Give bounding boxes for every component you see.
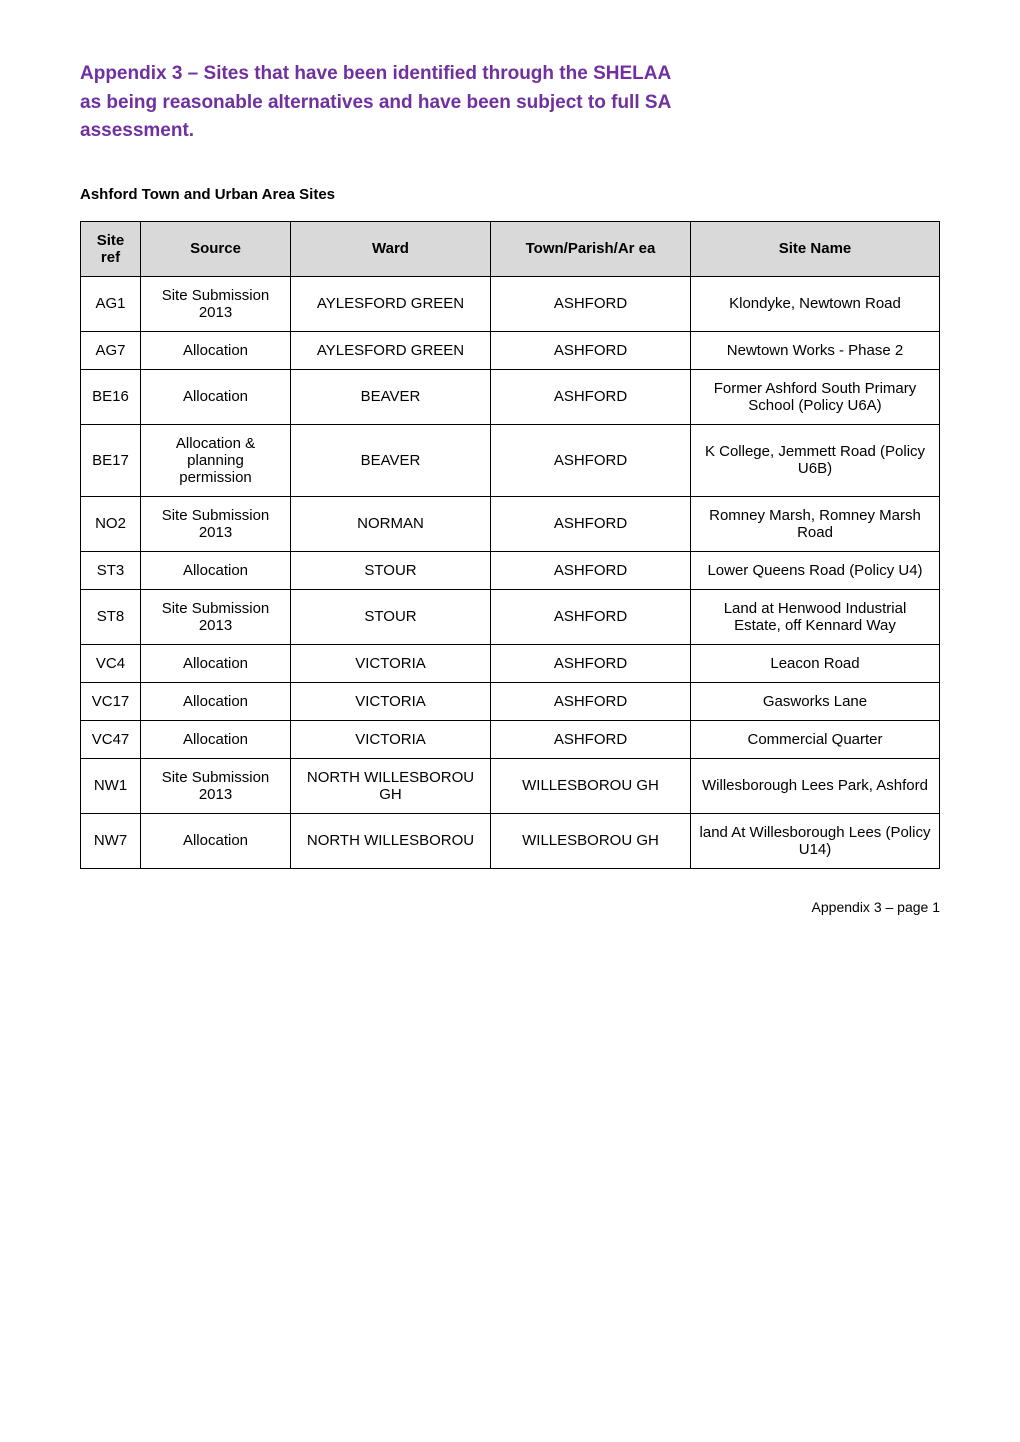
- table-cell: NW1: [81, 758, 141, 813]
- table-cell: NW7: [81, 813, 141, 868]
- table-cell: ASHFORD: [491, 551, 691, 589]
- table-row: AG1Site Submission 2013AYLESFORD GREENAS…: [81, 276, 940, 331]
- table-row: NW7AllocationNORTH WILLESBOROUWILLESBORO…: [81, 813, 940, 868]
- table-cell: K College, Jemmett Road (Policy U6B): [691, 424, 940, 496]
- table-cell: VICTORIA: [291, 720, 491, 758]
- table-cell: BEAVER: [291, 424, 491, 496]
- table-cell: STOUR: [291, 589, 491, 644]
- table-cell: ASHFORD: [491, 276, 691, 331]
- table-cell: ASHFORD: [491, 369, 691, 424]
- table-cell: Allocation & planning permission: [141, 424, 291, 496]
- table-cell: land At Willesborough Lees (Policy U14): [691, 813, 940, 868]
- table-cell: AG7: [81, 331, 141, 369]
- table-cell: Allocation: [141, 551, 291, 589]
- table-cell: ASHFORD: [491, 720, 691, 758]
- table-cell: Allocation: [141, 720, 291, 758]
- table-cell: ASHFORD: [491, 589, 691, 644]
- table-cell: NO2: [81, 496, 141, 551]
- table-cell: NORTH WILLESBOROU GH: [291, 758, 491, 813]
- table-cell: Allocation: [141, 331, 291, 369]
- table-cell: Allocation: [141, 813, 291, 868]
- table-cell: AYLESFORD GREEN: [291, 276, 491, 331]
- table-cell: Allocation: [141, 644, 291, 682]
- table-cell: Former Ashford South Primary School (Pol…: [691, 369, 940, 424]
- section-subheading: Ashford Town and Urban Area Sites: [80, 186, 940, 203]
- sites-table: Site ref Source Ward Town/Parish/Ar ea S…: [80, 221, 940, 869]
- table-cell: Allocation: [141, 682, 291, 720]
- heading-line-3: assessment.: [80, 120, 194, 141]
- table-cell: VC17: [81, 682, 141, 720]
- table-cell: WILLESBOROU GH: [491, 758, 691, 813]
- table-cell: Romney Marsh, Romney Marsh Road: [691, 496, 940, 551]
- table-cell: Commercial Quarter: [691, 720, 940, 758]
- heading-line-1: Appendix 3 – Sites that have been identi…: [80, 63, 671, 84]
- table-row: BE16AllocationBEAVERASHFORDFormer Ashfor…: [81, 369, 940, 424]
- table-cell: Klondyke, Newtown Road: [691, 276, 940, 331]
- table-cell: ST8: [81, 589, 141, 644]
- table-cell: ASHFORD: [491, 644, 691, 682]
- table-cell: ASHFORD: [491, 331, 691, 369]
- table-cell: Land at Henwood Industrial Estate, off K…: [691, 589, 940, 644]
- page-footer: Appendix 3 – page 1: [80, 899, 940, 915]
- table-cell: Willesborough Lees Park, Ashford: [691, 758, 940, 813]
- table-row: NW1Site Submission 2013NORTH WILLESBOROU…: [81, 758, 940, 813]
- col-header-town: Town/Parish/Ar ea: [491, 221, 691, 276]
- table-row: AG7AllocationAYLESFORD GREENASHFORDNewto…: [81, 331, 940, 369]
- table-cell: ASHFORD: [491, 424, 691, 496]
- table-row: ST8Site Submission 2013STOURASHFORDLand …: [81, 589, 940, 644]
- table-cell: AYLESFORD GREEN: [291, 331, 491, 369]
- table-cell: BE17: [81, 424, 141, 496]
- table-cell: AG1: [81, 276, 141, 331]
- table-row: VC4AllocationVICTORIAASHFORDLeacon Road: [81, 644, 940, 682]
- table-cell: Newtown Works - Phase 2: [691, 331, 940, 369]
- table-cell: Site Submission 2013: [141, 589, 291, 644]
- table-header-row: Site ref Source Ward Town/Parish/Ar ea S…: [81, 221, 940, 276]
- heading-line-2: as being reasonable alternatives and hav…: [80, 92, 671, 113]
- table-cell: NORMAN: [291, 496, 491, 551]
- table-cell: VC4: [81, 644, 141, 682]
- col-header-site-name: Site Name: [691, 221, 940, 276]
- page-heading: Appendix 3 – Sites that have been identi…: [80, 60, 940, 146]
- table-cell: Site Submission 2013: [141, 276, 291, 331]
- table-cell: ST3: [81, 551, 141, 589]
- table-cell: Allocation: [141, 369, 291, 424]
- table-row: VC17AllocationVICTORIAASHFORDGasworks La…: [81, 682, 940, 720]
- table-cell: BE16: [81, 369, 141, 424]
- table-row: ST3AllocationSTOURASHFORDLower Queens Ro…: [81, 551, 940, 589]
- table-cell: VC47: [81, 720, 141, 758]
- table-cell: VICTORIA: [291, 682, 491, 720]
- table-row: NO2Site Submission 2013NORMANASHFORDRomn…: [81, 496, 940, 551]
- table-cell: ASHFORD: [491, 682, 691, 720]
- table-cell: Gasworks Lane: [691, 682, 940, 720]
- col-header-site-ref: Site ref: [81, 221, 141, 276]
- table-cell: WILLESBOROU GH: [491, 813, 691, 868]
- col-header-source: Source: [141, 221, 291, 276]
- table-cell: NORTH WILLESBOROU: [291, 813, 491, 868]
- table-cell: Leacon Road: [691, 644, 940, 682]
- table-cell: Site Submission 2013: [141, 758, 291, 813]
- table-cell: STOUR: [291, 551, 491, 589]
- table-cell: VICTORIA: [291, 644, 491, 682]
- table-cell: BEAVER: [291, 369, 491, 424]
- table-cell: ASHFORD: [491, 496, 691, 551]
- table-row: VC47AllocationVICTORIAASHFORDCommercial …: [81, 720, 940, 758]
- table-row: BE17Allocation & planning permissionBEAV…: [81, 424, 940, 496]
- table-cell: Lower Queens Road (Policy U4): [691, 551, 940, 589]
- col-header-ward: Ward: [291, 221, 491, 276]
- table-cell: Site Submission 2013: [141, 496, 291, 551]
